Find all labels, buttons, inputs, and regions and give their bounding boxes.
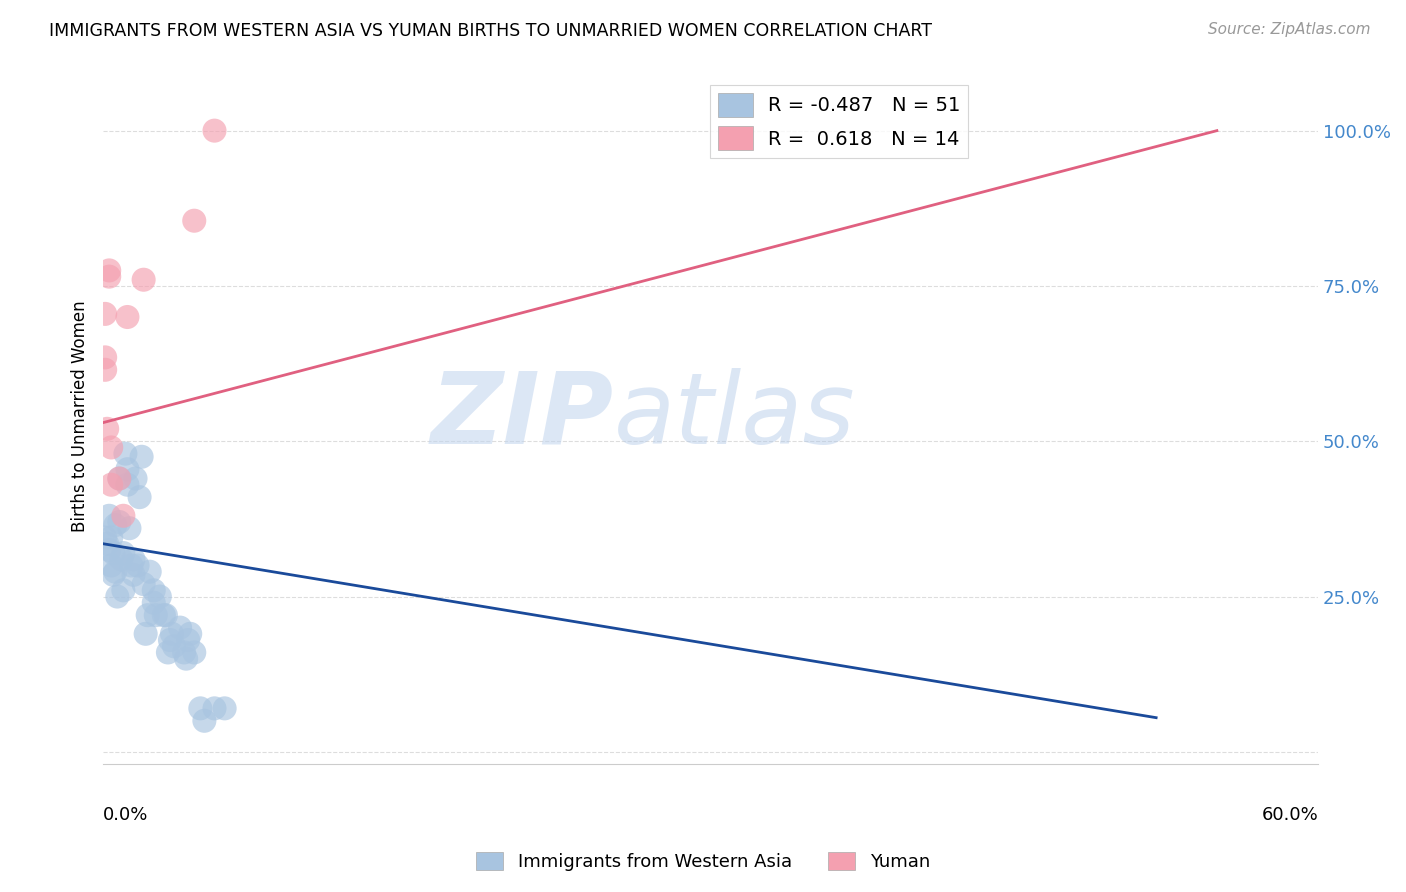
Point xyxy=(98,543,121,558)
Point xyxy=(108,471,131,485)
Point xyxy=(108,471,131,485)
Point xyxy=(108,515,131,529)
Legend: R = -0.487   N = 51, R =  0.618   N = 14: R = -0.487 N = 51, R = 0.618 N = 14 xyxy=(710,86,969,158)
Point xyxy=(100,441,122,455)
Point xyxy=(153,608,176,623)
Point xyxy=(127,558,149,573)
Point xyxy=(145,608,167,623)
Point xyxy=(138,565,160,579)
Point xyxy=(159,633,181,648)
Point xyxy=(103,546,125,560)
Point xyxy=(117,310,139,324)
Legend: Immigrants from Western Asia, Yuman: Immigrants from Western Asia, Yuman xyxy=(470,845,936,879)
Point xyxy=(193,714,215,728)
Point xyxy=(94,351,117,365)
Point xyxy=(183,645,205,659)
Point xyxy=(131,450,153,464)
Point xyxy=(204,701,226,715)
Text: IMMIGRANTS FROM WESTERN ASIA VS YUMAN BIRTHS TO UNMARRIED WOMEN CORRELATION CHAR: IMMIGRANTS FROM WESTERN ASIA VS YUMAN BI… xyxy=(49,22,932,40)
Point xyxy=(128,490,150,504)
Point xyxy=(117,477,139,491)
Point xyxy=(132,577,155,591)
Point xyxy=(156,645,179,659)
Point xyxy=(117,462,139,476)
Point xyxy=(155,608,177,623)
Point xyxy=(188,701,211,715)
Point xyxy=(100,477,122,491)
Point xyxy=(124,471,146,485)
Point xyxy=(132,273,155,287)
Point xyxy=(173,645,195,659)
Point xyxy=(149,590,172,604)
Point xyxy=(160,627,183,641)
Point xyxy=(169,621,191,635)
Text: 60.0%: 60.0% xyxy=(1261,806,1319,824)
Point xyxy=(104,518,127,533)
Text: Source: ZipAtlas.com: Source: ZipAtlas.com xyxy=(1208,22,1371,37)
Point xyxy=(174,651,197,665)
Point xyxy=(114,447,136,461)
Point xyxy=(136,608,159,623)
Point xyxy=(122,567,145,582)
Point xyxy=(100,558,122,573)
Point xyxy=(94,531,117,545)
Point xyxy=(96,422,118,436)
Point xyxy=(98,263,121,277)
Text: ZIP: ZIP xyxy=(430,368,613,465)
Point xyxy=(103,567,125,582)
Point xyxy=(121,558,143,573)
Point xyxy=(94,307,117,321)
Point xyxy=(142,583,165,598)
Point xyxy=(98,269,121,284)
Text: 0.0%: 0.0% xyxy=(103,806,149,824)
Point xyxy=(100,531,122,545)
Point xyxy=(98,508,121,523)
Point xyxy=(122,552,145,566)
Point xyxy=(96,537,118,551)
Point xyxy=(118,521,141,535)
Point xyxy=(94,363,117,377)
Point xyxy=(214,701,236,715)
Point xyxy=(204,123,226,137)
Point xyxy=(177,633,200,648)
Point xyxy=(110,552,132,566)
Point xyxy=(163,639,186,653)
Point xyxy=(183,213,205,227)
Point xyxy=(112,546,135,560)
Point xyxy=(105,590,128,604)
Text: atlas: atlas xyxy=(613,368,855,465)
Point xyxy=(104,565,127,579)
Point xyxy=(112,583,135,598)
Point xyxy=(179,627,201,641)
Point xyxy=(142,596,165,610)
Y-axis label: Births to Unmarried Women: Births to Unmarried Women xyxy=(72,301,89,533)
Point xyxy=(135,627,157,641)
Point xyxy=(112,508,135,523)
